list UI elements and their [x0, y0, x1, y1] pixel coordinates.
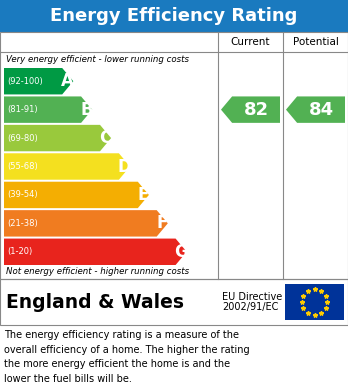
- Polygon shape: [221, 97, 280, 123]
- Bar: [0, 0, 348, 32]
- Text: B: B: [80, 100, 93, 118]
- Text: A: A: [61, 72, 74, 90]
- Bar: [0, 279, 348, 325]
- Polygon shape: [4, 210, 168, 237]
- Polygon shape: [4, 97, 92, 123]
- Text: EU Directive: EU Directive: [222, 292, 282, 302]
- Bar: [285, 284, 344, 320]
- Text: Current: Current: [231, 37, 270, 47]
- Text: 82: 82: [244, 100, 269, 118]
- Text: 2002/91/EC: 2002/91/EC: [222, 302, 278, 312]
- Text: F: F: [157, 214, 168, 232]
- Polygon shape: [4, 239, 187, 265]
- Text: Very energy efficient - lower running costs: Very energy efficient - lower running co…: [6, 54, 189, 63]
- Text: E: E: [138, 186, 149, 204]
- Polygon shape: [4, 68, 73, 95]
- Text: G: G: [174, 243, 188, 261]
- Text: (92-100): (92-100): [7, 77, 43, 86]
- Text: (55-68): (55-68): [7, 162, 38, 171]
- Text: 84: 84: [308, 100, 334, 118]
- Polygon shape: [286, 97, 345, 123]
- Polygon shape: [4, 125, 111, 151]
- Text: (21-38): (21-38): [7, 219, 38, 228]
- Text: (1-20): (1-20): [7, 247, 32, 256]
- Text: (39-54): (39-54): [7, 190, 38, 199]
- Text: D: D: [118, 158, 131, 176]
- Text: England & Wales: England & Wales: [6, 292, 184, 312]
- Bar: [0, 32, 348, 279]
- Text: Not energy efficient - higher running costs: Not energy efficient - higher running co…: [6, 267, 189, 276]
- Polygon shape: [4, 153, 130, 180]
- Text: (81-91): (81-91): [7, 105, 38, 114]
- Polygon shape: [4, 182, 149, 208]
- Text: The energy efficiency rating is a measure of the
overall efficiency of a home. T: The energy efficiency rating is a measur…: [4, 330, 250, 384]
- Text: Energy Efficiency Rating: Energy Efficiency Rating: [50, 7, 298, 25]
- Text: Potential: Potential: [293, 37, 339, 47]
- Text: (69-80): (69-80): [7, 134, 38, 143]
- Text: C: C: [100, 129, 112, 147]
